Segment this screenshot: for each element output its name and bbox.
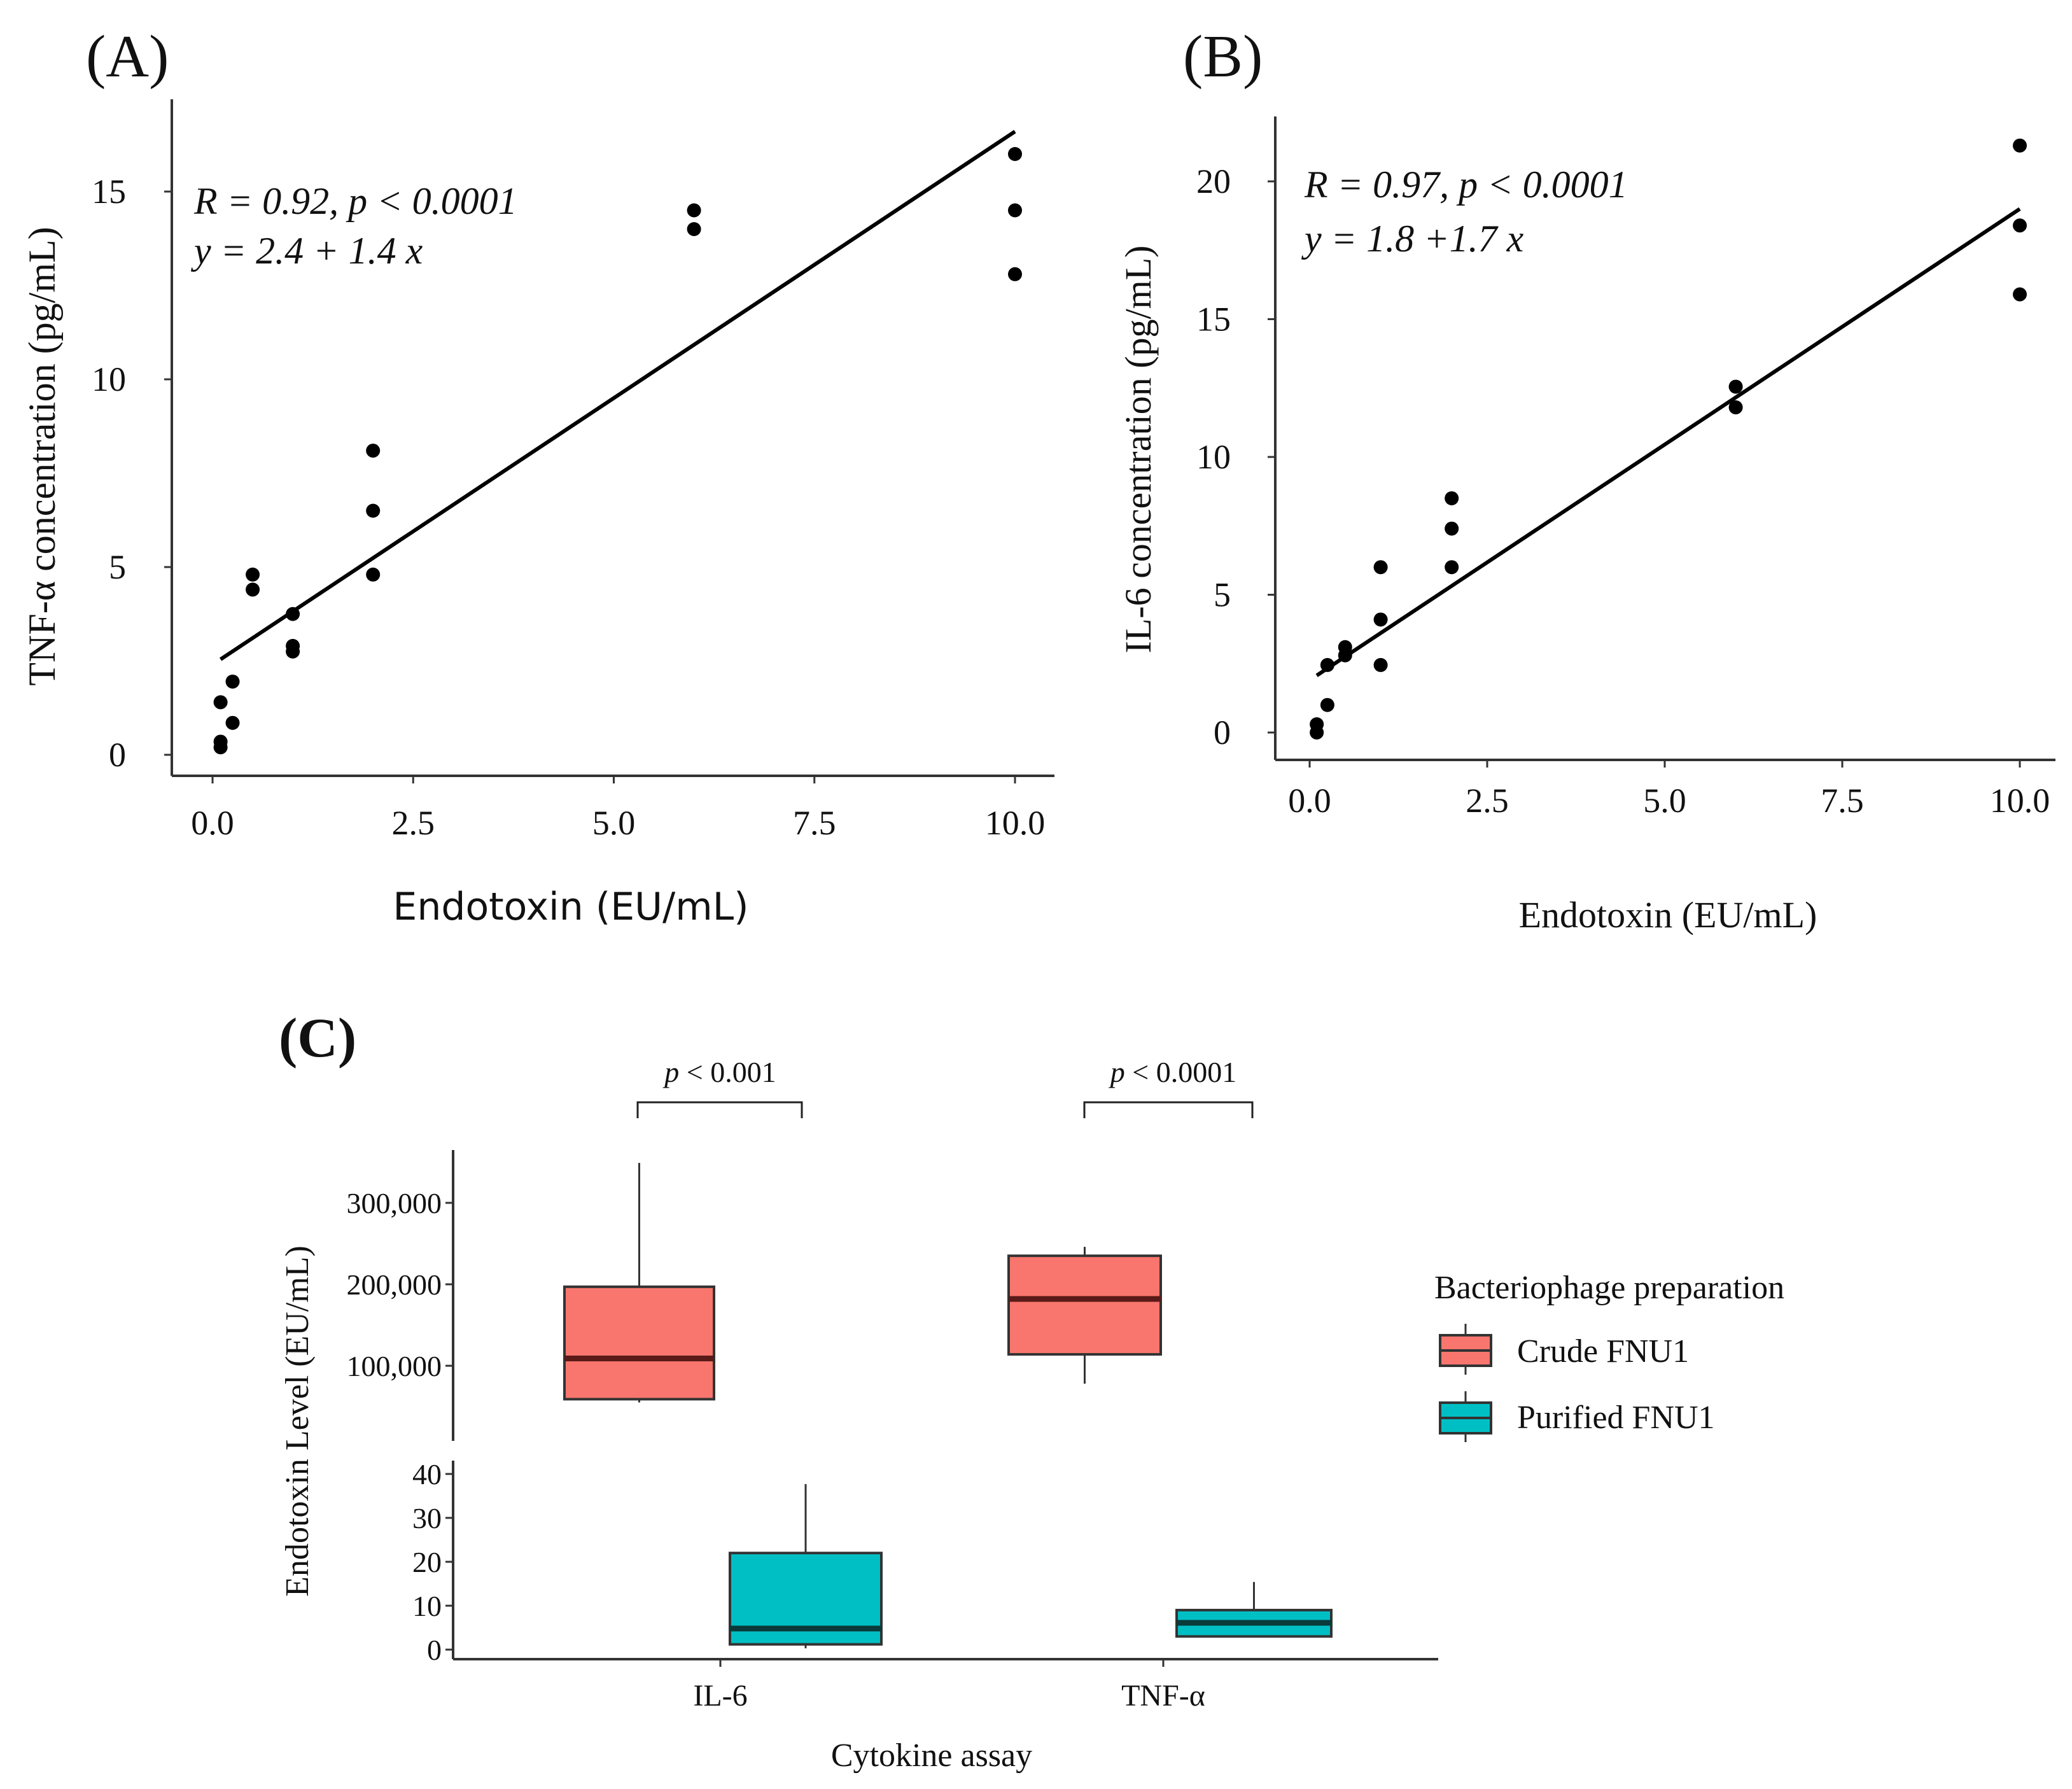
y-tick-label: 10: [1196, 438, 1231, 476]
y-tick-label: 5: [1214, 576, 1231, 614]
regression-line: [219, 130, 1016, 661]
panel-c-xlabel: Cytokine assay: [831, 1737, 1032, 1774]
y-tick-label: 0: [427, 1634, 442, 1666]
y-tick-label: 30: [412, 1502, 442, 1534]
data-point: [366, 503, 381, 518]
y-tick-label: 15: [92, 172, 126, 211]
data-point: [1445, 521, 1459, 536]
data-point: [246, 567, 260, 582]
y-tick-label: 200,000: [347, 1268, 442, 1301]
data-point: [1008, 203, 1022, 218]
legend-item-crude[interactable]: Crude FNU1: [1439, 1324, 1689, 1375]
comparison-bracket-tnf: [1083, 1101, 1254, 1118]
x-tick-label: 5.0: [1643, 782, 1686, 820]
y-tick-label: 100,000: [347, 1350, 442, 1382]
data-point: [687, 203, 701, 218]
data-point: [1373, 560, 1388, 575]
data-point: [286, 607, 300, 621]
data-point: [213, 734, 228, 749]
panel-a-annotation-eq: y = 2.4 + 1.4 x: [190, 230, 423, 272]
data-point: [1445, 491, 1459, 505]
panel-b-label: (B): [1183, 24, 1263, 90]
category-label-il6: IL-6: [693, 1679, 747, 1713]
data-point: [286, 644, 300, 659]
data-point: [366, 567, 381, 582]
data-point: [1728, 379, 1743, 394]
legend-label-purified: Purified FNU1: [1517, 1400, 1715, 1436]
data-point: [1320, 657, 1334, 672]
legend-item-purified[interactable]: Purified FNU1: [1439, 1391, 1715, 1442]
data-point: [687, 222, 701, 236]
box-crude: [563, 1285, 715, 1401]
x-tick-label: 10.0: [1990, 782, 2050, 820]
panel-b-ylabel: IL-6 concentration (pg/mL): [1117, 246, 1159, 654]
y-tick-label: 0: [109, 736, 126, 774]
data-point: [366, 444, 381, 458]
x-tick-label: 0.0: [191, 804, 234, 842]
x-tick-label: 7.5: [1821, 782, 1864, 820]
y-tick-label: 5: [109, 548, 126, 586]
panel-c-ylabel: Endotoxin Level (EU/mL): [279, 1245, 316, 1597]
data-point: [1728, 400, 1743, 415]
panel-b-scatter: R = 0.97, p < 0.0001 y = 1.8 +1.7 x Endo…: [1117, 116, 2055, 936]
p-symbol: p: [1109, 1056, 1125, 1088]
comparison-label-il6: p < 0.001: [662, 1056, 776, 1088]
data-point: [2013, 138, 2027, 153]
panel-b-annotation-r: R = 0.97, p < 0.0001: [1304, 164, 1628, 206]
data-point: [225, 674, 240, 689]
data-point: [225, 715, 240, 730]
panel-a-scatter: R = 0.92, p < 0.0001 y = 2.4 + 1.4 x End…: [21, 99, 1054, 929]
x-tick-label: 10.0: [985, 804, 1046, 842]
y-tick-label: 10: [92, 360, 126, 398]
panel-c-boxplot: Cytokine assay Endotoxin Level (EU/mL) I…: [279, 1056, 1784, 1774]
comparison-label-tnf: p < 0.0001: [1109, 1056, 1236, 1088]
x-tick-label: 5.0: [592, 804, 636, 842]
panel-c-label: (C): [279, 1007, 356, 1069]
p-value: < 0.001: [679, 1056, 776, 1088]
x-tick-label: 0.0: [1288, 782, 1331, 820]
legend-title: Bacteriophage preparation: [1434, 1270, 1784, 1306]
regression-line: [1315, 207, 2021, 677]
y-tick-label: 20: [1196, 162, 1231, 200]
panel-a-ylabel: TNF-α concentration (pg/mL): [21, 227, 63, 685]
comparison-bracket-il6: [636, 1101, 803, 1118]
panel-a-xlabel: Endotoxin (EU/mL): [393, 885, 748, 929]
data-point: [1373, 657, 1388, 672]
y-tick-label: 0: [1214, 713, 1231, 752]
data-point: [1373, 612, 1388, 627]
data-point: [246, 582, 260, 597]
data-point: [1008, 147, 1022, 161]
legend-label-crude: Crude FNU1: [1517, 1333, 1689, 1370]
x-tick-label: 2.5: [1466, 782, 1509, 820]
data-point: [1008, 267, 1022, 281]
data-point: [1338, 648, 1352, 663]
data-point: [1445, 560, 1459, 575]
x-tick-label: 2.5: [392, 804, 435, 842]
y-tick-label: 10: [412, 1590, 442, 1622]
p-symbol: p: [662, 1056, 679, 1088]
data-point: [1320, 698, 1334, 712]
data-point: [2013, 287, 2027, 302]
category-label-tnf: TNF-α: [1121, 1679, 1205, 1713]
panel-a-label: (A): [86, 24, 169, 90]
panel-a-annotation-r: R = 0.92, p < 0.0001: [193, 180, 517, 222]
p-value: < 0.0001: [1125, 1056, 1236, 1088]
y-tick-label: 20: [412, 1546, 442, 1578]
x-tick-label: 7.5: [793, 804, 836, 842]
y-tick-label: 15: [1196, 300, 1231, 339]
data-point: [213, 695, 228, 710]
panel-b-annotation-eq: y = 1.8 +1.7 x: [1301, 218, 1524, 260]
data-point: [1310, 717, 1324, 732]
panel-b-xlabel: Endotoxin (EU/mL): [1519, 894, 1817, 936]
data-point: [2013, 218, 2027, 233]
box-crude: [1007, 1254, 1162, 1356]
y-tick-label: 40: [412, 1458, 442, 1491]
y-tick-label: 300,000: [347, 1187, 442, 1219]
